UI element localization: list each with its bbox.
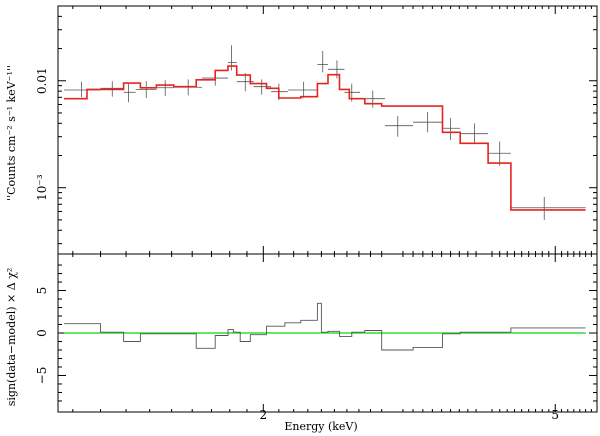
residual-line	[64, 302, 586, 351]
spectrum-y-axis-label: ''Counts cm⁻² s⁻¹ keV⁻¹''	[5, 65, 18, 201]
model-line	[64, 65, 586, 211]
residual-y-tick-label: −5	[35, 367, 49, 385]
x-tick-label: 2	[259, 408, 267, 422]
x-axis-label: Energy (keV)	[284, 420, 357, 433]
residual-y-axis-label: sign(data−model) × Δ χ²	[5, 268, 18, 407]
spectrum-y-tick-label: 0.01	[35, 67, 49, 94]
spectrum-panel: 0.01 10⁻³	[35, 5, 598, 255]
x-tick-label: 5	[551, 408, 559, 422]
residual-y-tick-label: 5	[35, 287, 49, 295]
residual-panel: 2 5 5 0 −5	[35, 253, 598, 422]
spectrum-frame	[57, 5, 598, 255]
residual-y-tick-label: 0	[35, 329, 49, 337]
spectrum-y-tick-label: 10⁻³	[35, 174, 49, 201]
